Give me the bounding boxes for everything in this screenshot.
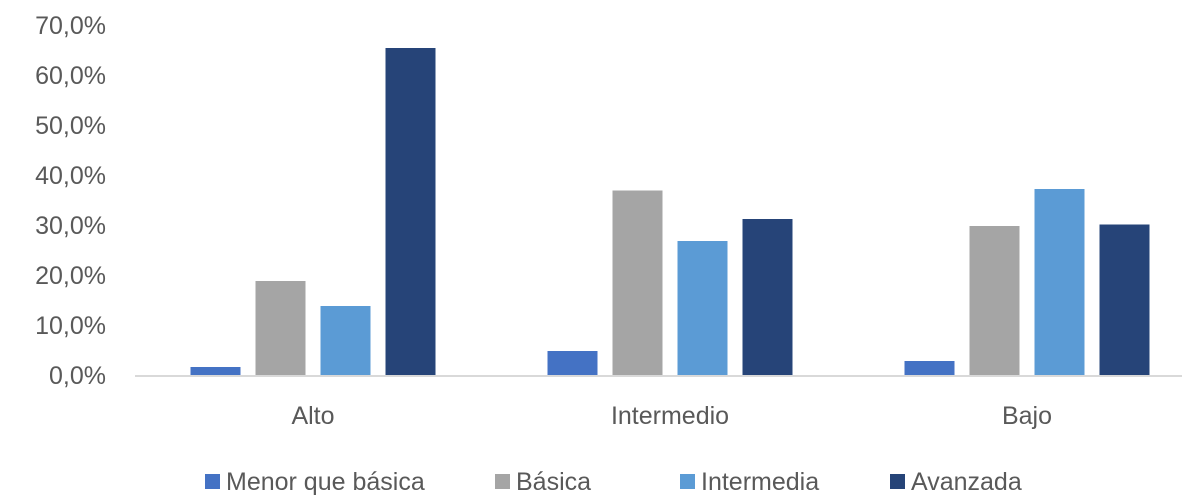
legend-item: Menor que básica <box>205 468 425 496</box>
legend-label: Avanzada <box>911 468 1022 496</box>
legend: Menor que básica Básica Intermedia Avanzada <box>205 468 1022 496</box>
y-tick-label: 20,0% <box>35 262 106 290</box>
y-tick-label: 50,0% <box>35 112 106 140</box>
bar <box>547 351 598 375</box>
legend-item: Básica <box>495 468 591 496</box>
bar <box>1099 224 1150 375</box>
y-tick-label: 70,0% <box>35 12 106 40</box>
bar <box>320 306 371 375</box>
bar-group <box>190 48 436 375</box>
bar <box>385 48 436 375</box>
legend-label: Menor que básica <box>226 468 425 496</box>
legend-label: Intermedia <box>701 468 819 496</box>
bar <box>742 219 793 375</box>
x-category-label: Alto <box>291 402 334 430</box>
y-tick-label: 0,0% <box>49 362 106 390</box>
bar <box>904 361 955 375</box>
bar <box>612 190 663 375</box>
y-tick-label: 10,0% <box>35 312 106 340</box>
y-axis-tick-labels: 0,0% 10,0% 20,0% 30,0% 40,0% 50,0% 60,0% 70,0% <box>35 12 106 390</box>
bar <box>969 226 1020 375</box>
x-category-label: Intermedio <box>611 402 729 430</box>
bar <box>1034 189 1085 375</box>
bar <box>255 281 306 375</box>
bar <box>190 367 241 375</box>
y-tick-label: 40,0% <box>35 162 106 190</box>
legend-swatch <box>205 474 220 489</box>
legend-item: Avanzada <box>890 468 1022 496</box>
legend-item: Intermedia <box>680 468 819 496</box>
bar-group <box>904 189 1150 375</box>
legend-label: Básica <box>516 468 591 496</box>
x-axis-category-labels: Alto Intermedio Bajo <box>291 402 1052 430</box>
x-category-label: Bajo <box>1002 402 1052 430</box>
legend-swatch <box>890 474 905 489</box>
y-tick-label: 60,0% <box>35 62 106 90</box>
legend-swatch <box>680 474 695 489</box>
bar-groups <box>190 48 1150 375</box>
bar <box>677 241 728 375</box>
legend-swatch <box>495 474 510 489</box>
y-tick-label: 30,0% <box>35 212 106 240</box>
bar-group <box>547 190 793 375</box>
